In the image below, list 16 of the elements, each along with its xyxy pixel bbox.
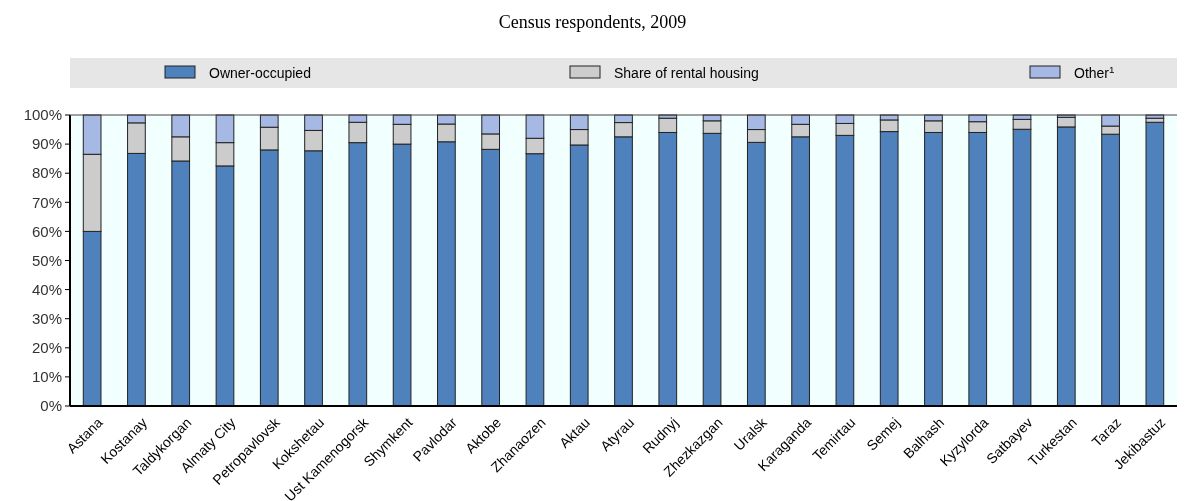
y-tick-label: 70% — [31, 193, 62, 211]
y-tick-label: 60% — [31, 222, 62, 240]
y-tick-label: 30% — [31, 309, 62, 327]
y-tick-label: 0% — [40, 397, 62, 415]
y-tick-label: 80% — [31, 164, 62, 182]
y-tick-label: 40% — [31, 280, 62, 298]
y-tick-label: 100% — [23, 106, 62, 124]
legend-label: Owner-occupied — [209, 65, 311, 81]
y-tick-label: 10% — [31, 368, 62, 386]
bar — [1145, 121, 1165, 407]
legend-label: Share of rental housing — [614, 65, 759, 81]
y-tick-label: 50% — [31, 251, 62, 269]
y-tick-label: 90% — [31, 135, 62, 153]
chart-title: Census respondents, 2009 — [498, 12, 687, 32]
legend-label: Other$^{1}$ — [1074, 63, 1115, 81]
y-tick-label: 20% — [31, 339, 62, 357]
